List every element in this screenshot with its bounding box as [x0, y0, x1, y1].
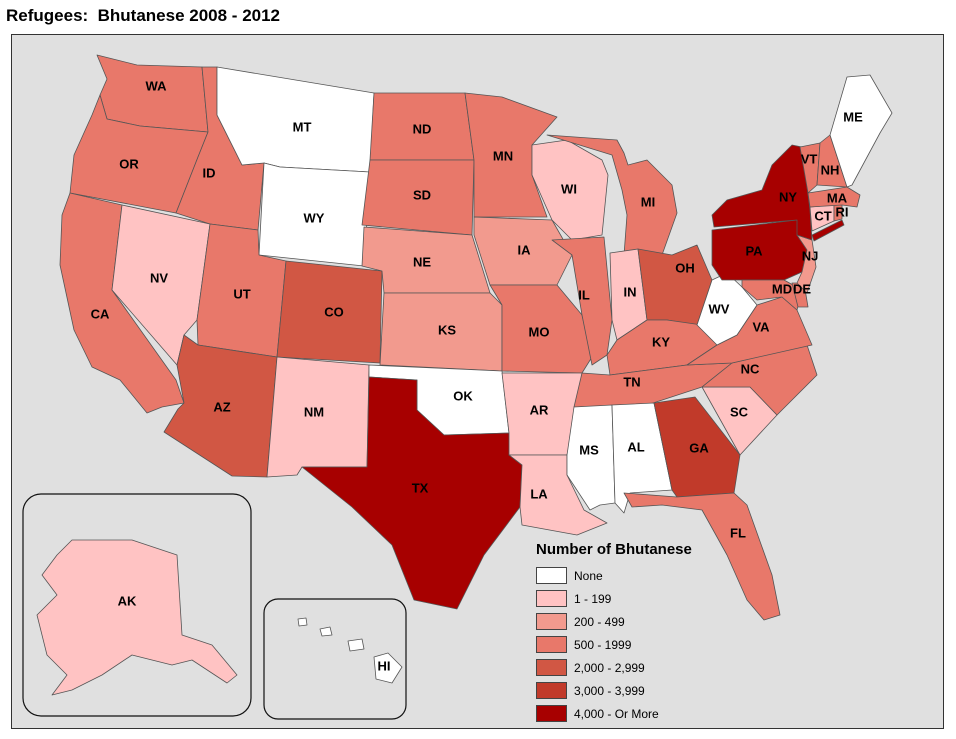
label-tn: TN	[623, 374, 640, 389]
map-frame: WA OR CA NV ID MT WY UT AZ CO NM ND SD N…	[11, 34, 944, 729]
state-wv[interactable]	[696, 272, 758, 346]
label-ia: IA	[518, 242, 532, 257]
state-ak[interactable]	[36, 539, 238, 696]
alaska-inset-frame	[22, 493, 252, 717]
label-md: MD	[772, 281, 792, 296]
legend-item: 200 - 499	[536, 610, 736, 633]
label-oh: OH	[675, 260, 695, 275]
label-nh: NH	[821, 162, 840, 177]
legend-item: None	[536, 564, 736, 587]
legend-swatch	[536, 613, 567, 630]
label-ri: RI	[836, 204, 849, 219]
state-tx[interactable]	[301, 376, 523, 610]
label-nd: ND	[413, 121, 432, 136]
legend-label: 2,000 - 2,999	[574, 660, 645, 675]
page-title: Refugees: Bhutanese 2008 - 2012	[6, 6, 281, 25]
label-ks: KS	[438, 322, 456, 337]
state-mi[interactable]	[546, 134, 678, 256]
label-ne: NE	[413, 254, 431, 269]
state-ny-long-island[interactable]	[811, 219, 845, 242]
label-nv: NV	[150, 270, 168, 285]
label-mi: MI	[641, 194, 655, 209]
state-wi[interactable]	[531, 139, 609, 241]
legend-item: 3,000 - 3,999	[536, 679, 736, 702]
label-ms: MS	[579, 442, 599, 457]
label-mt: MT	[293, 119, 312, 134]
label-pa: PA	[745, 243, 763, 258]
label-az: AZ	[213, 399, 230, 414]
state-md[interactable]	[741, 279, 803, 311]
legend-label: 3,000 - 3,999	[574, 683, 645, 698]
label-ct: CT	[814, 208, 831, 223]
label-mo: MO	[529, 324, 550, 339]
label-wy: WY	[304, 210, 325, 225]
label-wv: WV	[709, 301, 730, 316]
state-fl[interactable]	[623, 492, 781, 621]
label-sd: SD	[413, 187, 431, 202]
label-mn: MN	[493, 148, 513, 163]
label-ar: AR	[530, 402, 549, 417]
legend-item: 1 - 199	[536, 587, 736, 610]
label-wa: WA	[146, 78, 168, 93]
legend-item: 4,000 - Or More	[536, 702, 736, 725]
label-co: CO	[324, 304, 344, 319]
label-fl: FL	[730, 525, 746, 540]
label-de: DE	[793, 281, 811, 296]
state-wy[interactable]	[258, 162, 371, 267]
label-ky: KY	[652, 334, 670, 349]
legend-swatch	[536, 659, 567, 676]
legend-item: 2,000 - 2,999	[536, 656, 736, 679]
label-ca: CA	[91, 306, 110, 321]
label-or: OR	[119, 156, 139, 171]
label-va: VA	[752, 319, 770, 334]
legend-label: None	[574, 568, 603, 583]
label-me: ME	[843, 109, 863, 124]
state-hi-maui[interactable]	[347, 638, 365, 652]
legend-label: 200 - 499	[574, 614, 625, 629]
state-me[interactable]	[829, 74, 893, 188]
label-ny: NY	[779, 189, 797, 204]
label-ak: AK	[118, 593, 137, 608]
label-tx: TX	[412, 480, 429, 495]
label-al: AL	[627, 439, 644, 454]
label-nc: NC	[741, 361, 760, 376]
state-hi-kauai[interactable]	[297, 617, 308, 627]
legend-label: 4,000 - Or More	[574, 706, 659, 721]
state-nj[interactable]	[796, 234, 817, 294]
legend: Number of Bhutanese None 1 - 199 200 - 4…	[536, 541, 736, 725]
label-il: IL	[578, 287, 590, 302]
hawaii-inset-frame	[263, 598, 407, 720]
us-map: WA OR CA NV ID MT WY UT AZ CO NM ND SD N…	[22, 54, 893, 720]
label-hi: HI	[378, 658, 391, 673]
label-ut: UT	[233, 286, 250, 301]
state-il[interactable]	[551, 236, 613, 366]
label-wi: WI	[561, 181, 577, 196]
legend-item: 500 - 1999	[536, 633, 736, 656]
legend-swatch	[536, 590, 567, 607]
legend-title: Number of Bhutanese	[536, 541, 692, 558]
label-id: ID	[203, 165, 216, 180]
state-mo[interactable]	[489, 284, 593, 374]
legend-swatch	[536, 636, 567, 653]
state-ny[interactable]	[711, 144, 813, 241]
label-vt: VT	[801, 151, 818, 166]
legend-label: 500 - 1999	[574, 637, 632, 652]
label-in: IN	[624, 284, 637, 299]
label-ok: OK	[453, 388, 473, 403]
label-la: LA	[530, 486, 548, 501]
legend-swatch	[536, 567, 567, 584]
label-nj: NJ	[802, 248, 819, 263]
legend-label: 1 - 199	[574, 591, 612, 606]
label-sc: SC	[730, 404, 749, 419]
state-hi-oahu[interactable]	[319, 626, 333, 637]
state-hi[interactable]	[373, 652, 403, 684]
legend-swatch	[536, 682, 567, 699]
label-nm: NM	[304, 404, 324, 419]
label-ga: GA	[689, 440, 709, 455]
legend-swatch	[536, 705, 567, 722]
label-ma: MA	[827, 190, 848, 205]
